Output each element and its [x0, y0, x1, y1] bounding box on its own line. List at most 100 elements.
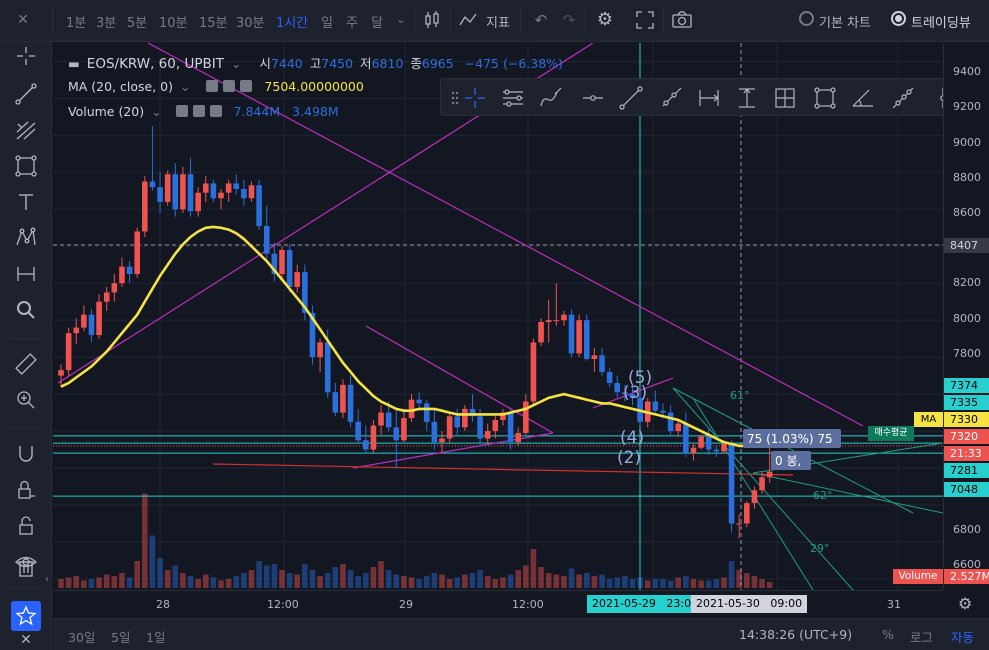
eye-icon[interactable]	[176, 105, 188, 117]
ma-price-tag: 7330	[944, 412, 989, 427]
price-chart-svg[interactable]: (5)(3) (4)(2) 61° 29° 62° 75 (1.03%) 75 0 봉,	[53, 43, 943, 590]
time-axis[interactable]: 28 12:00 29 12:00 31 2021-05-29 23:00 20…	[53, 590, 943, 618]
candle-body	[119, 267, 125, 284]
eye-icon[interactable]	[206, 80, 218, 92]
drag-handle-icon[interactable]	[441, 84, 455, 112]
close-icon[interactable]	[210, 105, 222, 117]
basic-chart-radio[interactable]	[799, 11, 814, 26]
candle-body	[81, 315, 87, 328]
auto-toggle[interactable]: 자동	[951, 627, 974, 646]
range-30d[interactable]: 30일	[68, 627, 95, 646]
gear-icon[interactable]: ⚙	[594, 9, 616, 31]
undo-icon[interactable]: ↶	[530, 9, 552, 31]
clock[interactable]: 14:38:26 (UTC+9)	[739, 627, 852, 642]
collapse-sidebar-arrow-icon[interactable]: ‹	[45, 572, 53, 588]
lock-drawings-icon[interactable]	[14, 478, 38, 502]
path-icon[interactable]	[889, 84, 917, 112]
brush-icon[interactable]	[537, 84, 565, 112]
cross-line-icon[interactable]	[461, 84, 489, 112]
candle-type-icon[interactable]	[421, 9, 443, 31]
camera-icon[interactable]	[671, 9, 693, 31]
volume-bar	[576, 575, 582, 589]
ma-label[interactable]: MA (20, close, 0)	[68, 79, 173, 94]
timeframe-month[interactable]: 달	[371, 12, 383, 31]
timeframe-week[interactable]: 주	[346, 12, 358, 31]
zoom-icon[interactable]	[14, 298, 38, 322]
gear-icon[interactable]	[223, 80, 235, 92]
trend-line-icon[interactable]	[14, 82, 38, 106]
collapse-legend-icon[interactable]: ▬	[68, 56, 80, 71]
delete-drawings-icon[interactable]	[14, 556, 38, 580]
rectangle-icon[interactable]	[14, 154, 38, 178]
rectangle-icon[interactable]	[811, 84, 839, 112]
timeframe-5min[interactable]: 5분	[127, 12, 147, 31]
symbol-title[interactable]: EOS/KRW, 60, UPBIT	[87, 56, 224, 72]
volume-bar	[439, 575, 445, 589]
chevron-down-icon[interactable]: ⌄	[151, 104, 161, 119]
indicators-icon[interactable]	[458, 9, 480, 31]
tradingview-label[interactable]: 트레이딩뷰	[911, 12, 971, 31]
candle-body	[241, 189, 247, 198]
pattern-icon[interactable]	[14, 226, 38, 250]
price-axis[interactable]: 9400 9200 9000 8800 8600 8200 8000 7800 …	[943, 43, 989, 590]
lock-icon[interactable]	[14, 514, 38, 538]
pitchfork-icon[interactable]	[14, 118, 38, 142]
timeframe-30min[interactable]: 30분	[236, 12, 265, 31]
close-icon[interactable]	[240, 80, 252, 92]
indicators-button[interactable]: 지표	[486, 12, 510, 31]
timeframe-10min[interactable]: 10분	[159, 12, 188, 31]
volume-bar	[165, 570, 171, 588]
angle-icon[interactable]	[849, 84, 877, 112]
trend-line-icon[interactable]	[617, 84, 645, 112]
price-range-icon[interactable]	[733, 84, 761, 112]
ray-icon[interactable]	[657, 84, 685, 112]
percent-toggle[interactable]: %	[882, 627, 894, 642]
range-1d[interactable]: 1일	[146, 627, 165, 646]
tradingview-radio[interactable]	[891, 11, 906, 26]
chevron-down-icon[interactable]: ⌄	[180, 79, 190, 94]
range-5d[interactable]: 5일	[111, 627, 130, 646]
chart-pane[interactable]: (5) (3) (4) (2) 61° 29° 62° 75 (1.03%) 75 0 봉,	[53, 43, 943, 590]
volume-bar	[393, 575, 399, 589]
timeframe-15min[interactable]: 15분	[199, 12, 228, 31]
log-toggle[interactable]: 로그	[910, 627, 933, 646]
settings-gear-icon[interactable]: ⚙	[958, 594, 972, 613]
redo-icon[interactable]: ↷	[558, 9, 580, 31]
volume-bar	[592, 576, 598, 588]
parallel-channel-icon[interactable]	[499, 84, 527, 112]
ma-value: 7504.00000000	[264, 79, 363, 94]
chevron-down-icon[interactable]: ⌄	[390, 9, 412, 31]
chevron-down-icon[interactable]: ⌄	[231, 56, 241, 71]
crosshair-icon[interactable]	[14, 44, 38, 68]
ruler-icon[interactable]	[14, 352, 38, 376]
last-price-tag: 7320	[944, 429, 989, 444]
horizontal-ray-icon[interactable]	[579, 84, 607, 112]
bottom-bar: 30일 5일 1일 14:38:26 (UTC+9) % 로그 자동	[53, 618, 989, 650]
time-label: 12:00	[267, 598, 299, 611]
candle-body	[759, 477, 765, 490]
date-range-icon[interactable]	[695, 84, 723, 112]
volume-bar	[127, 578, 133, 589]
fullscreen-icon[interactable]	[634, 9, 656, 31]
candle-body	[668, 413, 674, 431]
zoom-in-icon[interactable]	[14, 388, 38, 412]
magnet-icon[interactable]	[14, 442, 38, 466]
time-tag: 2021-05-30 09:00	[691, 595, 807, 613]
basic-chart-label[interactable]: 기본 차트	[819, 12, 871, 31]
timeframe-day[interactable]: 일	[321, 12, 333, 31]
gear-icon[interactable]	[193, 105, 205, 117]
measure-icon[interactable]	[14, 262, 38, 286]
timeframe-3min[interactable]: 3분	[96, 12, 116, 31]
menu-icon[interactable]: ✕	[12, 9, 34, 31]
price-tag: 7335	[944, 395, 989, 410]
timeframe-1hour[interactable]: 1시간	[276, 12, 308, 31]
collapse-icon[interactable]: ✕	[14, 632, 38, 650]
candle-body	[256, 185, 262, 226]
date-price-range-icon[interactable]	[771, 84, 799, 112]
candle-body	[523, 402, 529, 433]
favorites-star-button[interactable]	[11, 601, 41, 631]
volume-label[interactable]: Volume (20)	[68, 104, 144, 119]
timeframe-1min[interactable]: 1분	[66, 12, 86, 31]
text-icon[interactable]	[14, 190, 38, 214]
